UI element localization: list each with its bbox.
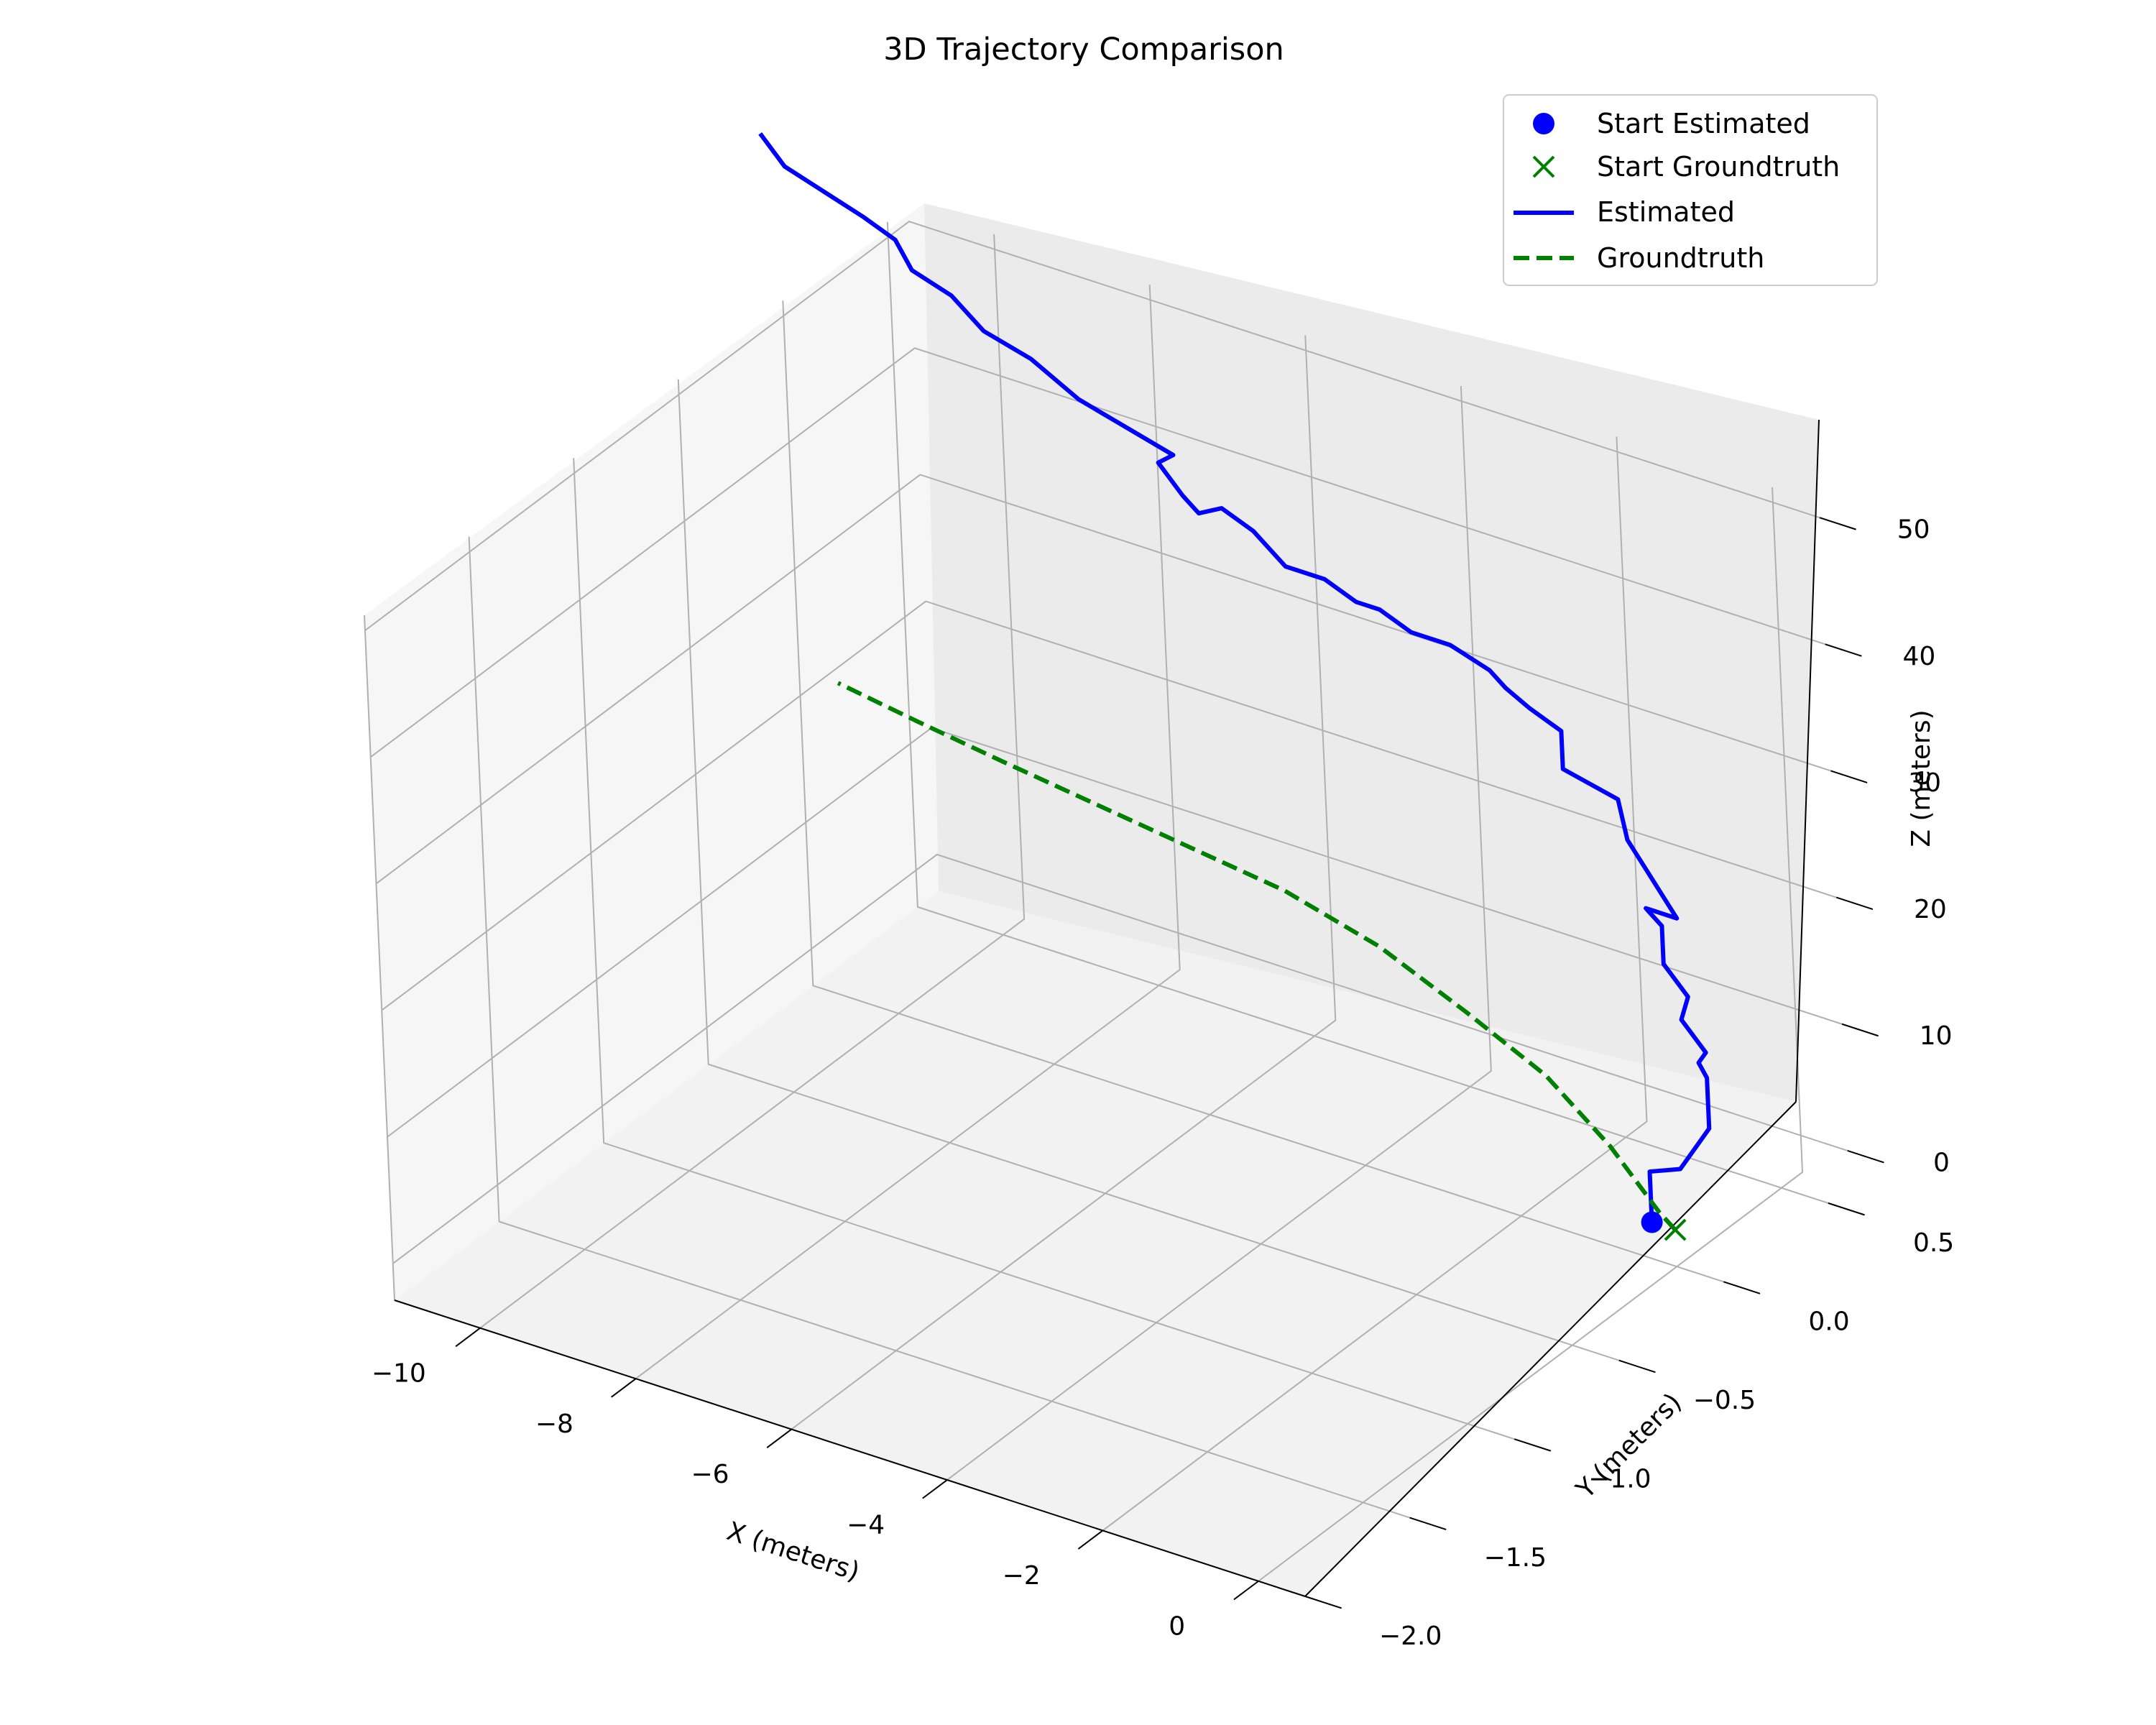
- back-wall-pane: [924, 203, 1819, 1102]
- y-tick-label: −1.0: [1588, 1464, 1651, 1494]
- z-gridline: [375, 474, 1831, 885]
- x-gridline: [791, 335, 1337, 1430]
- y-gridline: [573, 458, 1515, 1440]
- x-gridline: [635, 285, 1181, 1379]
- y-tick-mark: [1409, 1517, 1447, 1531]
- z-tick-mark: [1835, 896, 1874, 911]
- x-tick-label: −2: [1003, 1561, 1041, 1591]
- z-tick-mark: [1819, 517, 1856, 530]
- estimated-trajectory-line: [758, 132, 1712, 1223]
- z-tick-label: 50: [1897, 515, 1930, 545]
- y-tick-label: −2.0: [1379, 1622, 1442, 1651]
- start-markers: [1641, 1211, 1687, 1241]
- z-gridline: [392, 853, 1848, 1264]
- legend: Start Estimated Start Groundtruth Estima…: [1503, 94, 1878, 286]
- x-gridline: [1102, 436, 1648, 1532]
- axis-tick-labels: −10 −8 −6 −4 −2 0 −2.0 −1.5 −1.0 −0.5 0.0 0.5 0 10 20 3…: [372, 515, 1954, 1652]
- y-tick-mark: [1618, 1359, 1656, 1374]
- y-tick-label: −1.5: [1484, 1543, 1547, 1573]
- start-estimated-marker: [1641, 1211, 1663, 1233]
- x-tick-label: −8: [535, 1409, 573, 1439]
- z-tick-label: 10: [1920, 1021, 1953, 1051]
- y-gridline: [886, 221, 1829, 1204]
- z-tick-label: 30: [1908, 768, 1941, 798]
- z-gridline: [370, 347, 1826, 758]
- x-tick-mark: [455, 1327, 481, 1348]
- z-tick-label: 0: [1933, 1148, 1950, 1177]
- y-tick-mark: [1828, 1202, 1865, 1216]
- x-tick-label: −6: [691, 1460, 729, 1489]
- y-gridline: [468, 536, 1410, 1519]
- x-gridline: [1258, 487, 1804, 1582]
- x-tick-mark: [611, 1378, 637, 1398]
- floor-pane: [395, 891, 1796, 1596]
- z-tick-mark: [1847, 1149, 1884, 1164]
- z-tick-mark: [1841, 1023, 1879, 1037]
- legend-start-groundtruth-label: Start Groundtruth: [1597, 151, 1840, 183]
- legend-start-estimated-marker: [1533, 113, 1554, 134]
- x-tick-mark: [1233, 1581, 1259, 1601]
- z-gridline: [381, 600, 1837, 1011]
- x-tick-label: −10: [372, 1358, 426, 1388]
- legend-estimated-label: Estimated: [1597, 196, 1735, 228]
- legend-start-groundtruth-marker: [1532, 155, 1555, 178]
- y-axis-line: [1304, 1101, 1797, 1597]
- y-tick-mark: [1514, 1438, 1552, 1452]
- z-gridline: [364, 221, 1820, 631]
- z-tick-label: 40: [1902, 642, 1935, 671]
- x-tick-label: 0: [1169, 1611, 1185, 1641]
- z-tick-mark: [1825, 643, 1862, 657]
- x-axis-line: [394, 1300, 1306, 1597]
- y-tick-label: 0.0: [1808, 1307, 1849, 1337]
- y-gridline: [677, 379, 1620, 1361]
- data-series: [758, 132, 1712, 1232]
- x-axis-label: X (meters): [723, 1517, 863, 1587]
- x-tick-label: −4: [847, 1511, 885, 1540]
- x-tick-mark: [922, 1479, 948, 1499]
- z-axis-label: Z (meters): [1907, 709, 1936, 847]
- left-wall-pane: [364, 203, 939, 1300]
- axis-ticks: [455, 517, 1884, 1609]
- x-tick-mark: [766, 1428, 792, 1448]
- z-tick-label: 20: [1914, 895, 1947, 924]
- x-tick-mark: [1077, 1530, 1104, 1550]
- y-tick-label: −0.5: [1693, 1386, 1756, 1415]
- groundtruth-trajectory-line: [837, 681, 1677, 1232]
- z-axis-line: [1795, 419, 1820, 1103]
- legend-groundtruth-label: Groundtruth: [1597, 242, 1764, 274]
- z-tick-mark: [1830, 770, 1868, 783]
- start-groundtruth-marker: [1664, 1218, 1687, 1241]
- y-tick-label: 0.5: [1913, 1228, 1954, 1258]
- y-gridline: [782, 300, 1724, 1283]
- chart-title: 3D Trajectory Comparison: [883, 32, 1284, 68]
- y-tick-mark: [1304, 1596, 1342, 1609]
- x-gridline: [946, 385, 1492, 1481]
- legend-box: [1503, 94, 1878, 286]
- y-tick-mark: [1723, 1281, 1761, 1294]
- x-gridline: [479, 234, 1026, 1329]
- legend-start-estimated-label: Start Estimated: [1597, 108, 1810, 139]
